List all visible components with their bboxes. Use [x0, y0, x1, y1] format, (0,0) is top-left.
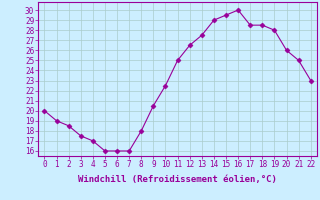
X-axis label: Windchill (Refroidissement éolien,°C): Windchill (Refroidissement éolien,°C)	[78, 175, 277, 184]
